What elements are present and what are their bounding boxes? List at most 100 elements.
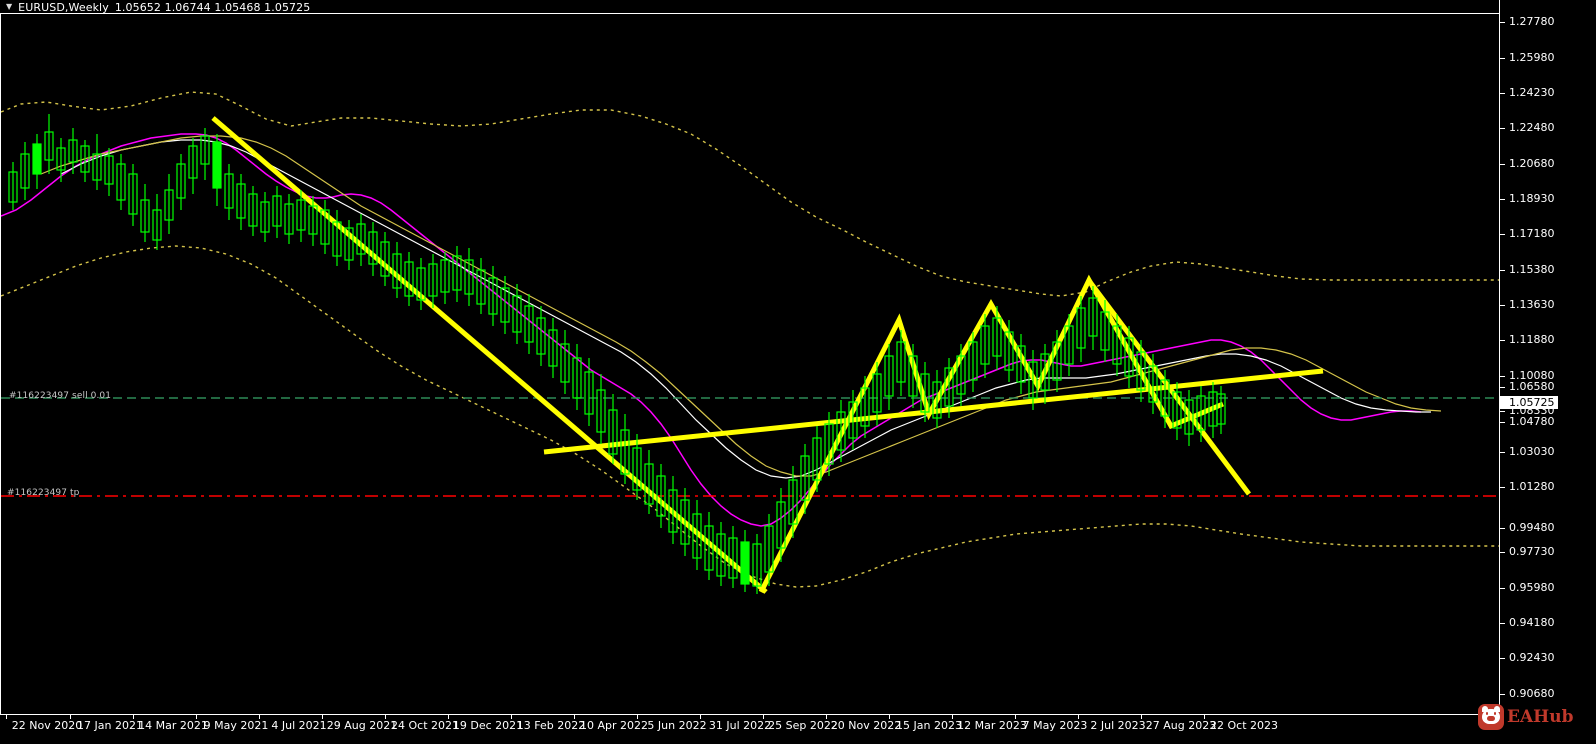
price-tick: 0.94180 xyxy=(1500,617,1555,629)
tick-dash-icon xyxy=(1500,486,1505,488)
time-label-10: 5 Jun 2022 xyxy=(647,719,707,732)
price-tick: 1.06580 xyxy=(1500,381,1555,393)
chart-menu-caret-icon[interactable]: ▼ xyxy=(6,2,13,11)
price-tick: 1.27780 xyxy=(1500,16,1555,28)
price-tick: 1.03030 xyxy=(1500,446,1555,458)
price-tick: 1.24230 xyxy=(1500,87,1555,99)
time-tick-mark xyxy=(826,715,827,719)
time-tick-mark xyxy=(6,715,7,719)
time-tick-mark xyxy=(952,715,953,719)
price-tick: 1.22480 xyxy=(1500,122,1555,134)
tick-dash-icon xyxy=(1500,451,1505,453)
time-label-6: 24 Oct 2021 xyxy=(390,719,460,732)
time-tick-mark xyxy=(322,715,323,719)
tick-dash-icon xyxy=(1500,410,1505,412)
price-tick: 0.92430 xyxy=(1500,652,1555,664)
chart-title-bar: ▼ EURUSD,Weekly 1.05652 1.06744 1.05468 … xyxy=(0,0,1596,14)
time-tick-mark xyxy=(385,715,386,719)
time-label-13: 20 Nov 2022 xyxy=(830,719,902,732)
candlestick-series xyxy=(8,114,1226,594)
time-label-9: 10 Apr 2022 xyxy=(579,719,649,732)
price-tick: 1.13630 xyxy=(1500,299,1555,311)
time-tick-mark xyxy=(511,715,512,719)
time-label-17: 2 Jul 2023 xyxy=(1090,719,1146,732)
time-tick-mark xyxy=(763,715,764,719)
pig-logo-icon xyxy=(1478,704,1504,730)
tick-dash-icon xyxy=(1500,163,1505,165)
tick-dash-icon xyxy=(1500,657,1505,659)
pig-eye-right xyxy=(1494,712,1496,715)
time-label-18: 27 Aug 2023 xyxy=(1145,719,1217,732)
ohlc-values: 1.05652 1.06744 1.05468 1.05725 xyxy=(114,0,311,14)
time-label-14: 15 Jan 2023 xyxy=(896,719,962,732)
time-labels-overlay: 22 Nov 2020 17 Jan 2021 14 Mar 2021 9 Ma… xyxy=(0,719,1596,744)
tick-dash-icon xyxy=(1500,527,1505,529)
price-tick: 0.97730 xyxy=(1500,546,1555,558)
pig-eye-left xyxy=(1486,712,1488,715)
time-label-7: 19 Dec 2021 xyxy=(452,719,524,732)
price-tick: 1.01280 xyxy=(1500,481,1555,493)
tick-dash-icon xyxy=(1500,375,1505,377)
time-tick-mark xyxy=(889,715,890,719)
price-tick: 1.20680 xyxy=(1500,158,1555,170)
time-label-12: 25 Sep 2022 xyxy=(768,719,838,732)
tick-dash-icon xyxy=(1500,198,1505,200)
tick-dash-icon xyxy=(1500,92,1505,94)
take-profit-label: #116223497 tp xyxy=(7,488,80,498)
price-scale[interactable]: 1.27780 1.25980 1.24230 1.22480 1.20680 … xyxy=(1500,0,1596,714)
plot-frame-bottom xyxy=(0,714,1499,715)
time-tick-mark xyxy=(700,715,701,719)
moving-average-yellow xyxy=(40,135,1442,477)
tick-dash-icon xyxy=(1500,127,1505,129)
tick-dash-icon xyxy=(1500,339,1505,341)
tick-dash-icon xyxy=(1500,587,1505,589)
time-tick-mark xyxy=(448,715,449,719)
time-label-3: 9 May 2021 xyxy=(203,719,269,732)
price-tick: 1.04780 xyxy=(1500,416,1555,428)
time-label-5: 29 Aug 2021 xyxy=(326,719,398,732)
time-tick-mark xyxy=(1015,715,1016,719)
tick-dash-icon xyxy=(1500,622,1505,624)
time-label-16: 7 May 2023 xyxy=(1022,719,1088,732)
time-tick-mark xyxy=(574,715,575,719)
tick-dash-icon xyxy=(1500,693,1505,695)
time-tick-mark xyxy=(196,715,197,719)
time-label-8: 13 Feb 2022 xyxy=(516,719,586,732)
moving-average-magenta xyxy=(1,133,1422,527)
plot-frame-top xyxy=(0,13,1499,14)
eahub-brand-label: EAHub xyxy=(1507,706,1574,727)
price-tick: 1.15380 xyxy=(1500,264,1555,276)
time-label-11: 31 Jul 2022 xyxy=(708,719,772,732)
price-tick: 1.10080 xyxy=(1500,370,1555,382)
tick-dash-icon xyxy=(1500,269,1505,271)
tick-dash-icon xyxy=(1500,304,1505,306)
time-tick-mark xyxy=(70,715,71,719)
time-label-19: 22 Oct 2023 xyxy=(1209,719,1279,732)
descending-trendline[interactable] xyxy=(211,116,768,594)
chart-canvas xyxy=(1,91,1499,594)
price-tick: 0.90680 xyxy=(1500,688,1555,700)
pig-ear-left xyxy=(1482,706,1488,712)
price-tick: 1.17180 xyxy=(1500,228,1555,240)
sell-order-label: #116223497 sell 0.01 xyxy=(9,391,112,401)
tick-dash-icon xyxy=(1500,233,1505,235)
chart-plot-area[interactable]: #116223497 sell 0.01 #116223497 tp xyxy=(1,14,1499,712)
moving-average-white xyxy=(60,139,1431,479)
envelope-lower-band xyxy=(1,245,1499,588)
zigzag-pattern[interactable] xyxy=(758,274,1224,594)
tick-dash-icon xyxy=(1500,386,1505,388)
price-tick: 1.11880 xyxy=(1500,334,1555,346)
time-tick-mark xyxy=(1078,715,1079,719)
time-tick-mark xyxy=(259,715,260,719)
time-scale[interactable]: 22 Nov 2020 17 Jan 2021 14 Mar 2021 9 Ma… xyxy=(0,715,1596,744)
envelope-upper-band xyxy=(1,91,1499,297)
current-price-badge: 1.05725 xyxy=(1500,396,1558,409)
price-tick: 1.18930 xyxy=(1500,193,1555,205)
time-tick-mark xyxy=(133,715,134,719)
tick-dash-icon xyxy=(1500,21,1505,23)
time-tick-mark xyxy=(1141,715,1142,719)
time-tick-mark xyxy=(637,715,638,719)
plot-frame-right xyxy=(1499,0,1500,714)
symbol-timeframe-label: EURUSD,Weekly xyxy=(18,0,109,14)
